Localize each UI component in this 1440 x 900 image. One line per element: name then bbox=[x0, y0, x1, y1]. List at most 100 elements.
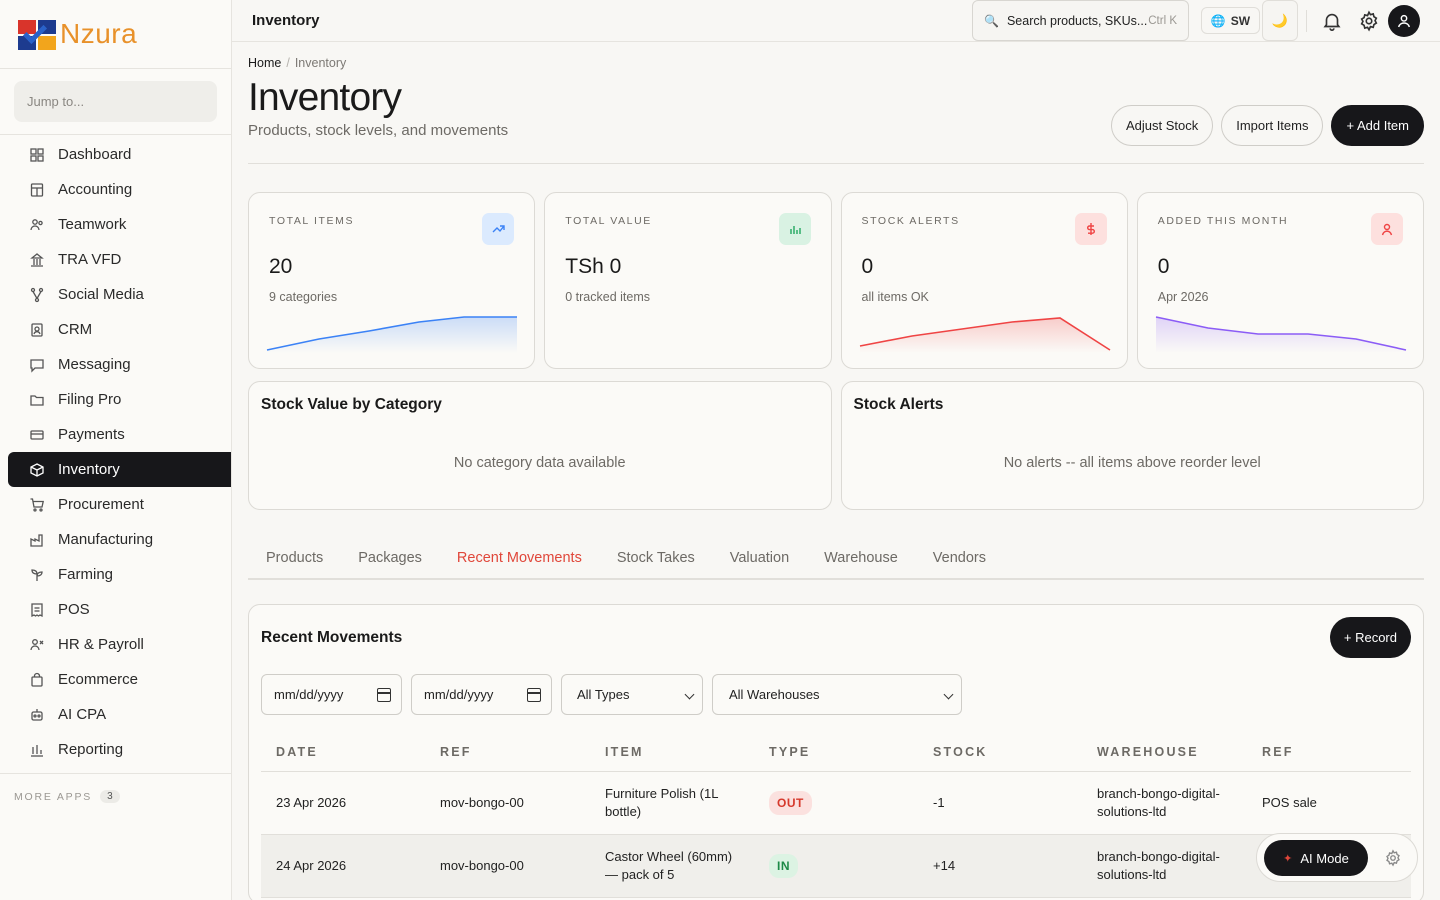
search-placeholder: Search products, SKUs... bbox=[1006, 13, 1148, 28]
warehouse-select-value: All Warehouses bbox=[729, 687, 820, 702]
message-icon bbox=[30, 358, 44, 373]
logo[interactable]: Nzura bbox=[0, 0, 231, 69]
cart-icon bbox=[30, 497, 45, 512]
sidebar-item-label: Social Media bbox=[58, 286, 144, 303]
sidebar-item-manufacturing[interactable]: Manufacturing bbox=[8, 522, 231, 557]
search-icon: 🔍 bbox=[984, 13, 999, 28]
sidebar-item-label: AI CPA bbox=[58, 706, 107, 723]
language-button[interactable]: 🌐 SW bbox=[1201, 7, 1260, 34]
alerts-panel-title: Stock Alerts bbox=[853, 396, 944, 413]
stat-card: STOCK ALERTS 0 all items OK bbox=[840, 192, 1128, 369]
tab-products[interactable]: Products bbox=[266, 550, 324, 566]
gear-icon[interactable] bbox=[1384, 849, 1402, 867]
sidebar-item-label: Reporting bbox=[58, 741, 124, 758]
stat-icon-box bbox=[778, 213, 811, 245]
tab-vendors[interactable]: Vendors bbox=[932, 550, 986, 566]
date-to-input[interactable]: mm/dd/yyyy bbox=[411, 674, 552, 715]
add-item-button[interactable]: + Add Item bbox=[1331, 105, 1424, 146]
sidebar-item-ecommerce[interactable]: Ecommerce bbox=[8, 662, 231, 697]
tab-packages[interactable]: Packages bbox=[358, 550, 422, 566]
sidebar-item-pos[interactable]: POS bbox=[8, 592, 231, 627]
type-select-value: All Types bbox=[577, 687, 630, 702]
sidebar-item-tra-vfd[interactable]: TRA VFD bbox=[8, 242, 231, 277]
tab-warehouse[interactable]: Warehouse bbox=[824, 550, 898, 566]
table-row[interactable]: 24 Apr 2026 mov-bongo-00 Castor Wheel (60m… bbox=[261, 834, 1411, 898]
sparkle-icon: ✦ bbox=[1283, 852, 1293, 865]
sidebar-item-filing-pro[interactable]: Filing Pro bbox=[8, 382, 231, 417]
bar-chart-icon bbox=[31, 744, 43, 757]
jump-to-input[interactable]: Jump to... bbox=[14, 81, 217, 122]
divider bbox=[248, 163, 1424, 164]
more-apps-label: MORE APPS bbox=[14, 790, 93, 803]
bell-icon[interactable] bbox=[1321, 10, 1343, 32]
import-items-button[interactable]: Import Items bbox=[1221, 105, 1324, 146]
sidebar-item-procurement[interactable]: Procurement bbox=[8, 487, 231, 522]
sidebar-item-reporting[interactable]: Reporting bbox=[8, 732, 231, 767]
tab-stock-takes[interactable]: Stock Takes bbox=[616, 550, 695, 566]
stat-value: 0 bbox=[861, 255, 874, 278]
sidebar-item-teamwork[interactable]: Teamwork bbox=[8, 207, 231, 242]
sidebar-item-label: Messaging bbox=[58, 356, 131, 373]
sidebar-item-label: POS bbox=[58, 601, 90, 618]
sidebar-item-label: Inventory bbox=[58, 461, 120, 478]
cell-type: OUT bbox=[754, 771, 918, 835]
sidebar-item-crm[interactable]: CRM bbox=[8, 312, 231, 347]
more-apps[interactable]: MORE APPS 3 bbox=[0, 773, 231, 819]
share-icon bbox=[30, 287, 44, 302]
box-icon bbox=[30, 462, 44, 477]
sidebar-item-label: Farming bbox=[58, 566, 114, 583]
tab-recent-movements[interactable]: Recent Movements bbox=[456, 550, 582, 566]
user-icon bbox=[1381, 223, 1393, 236]
tab-valuation[interactable]: Valuation bbox=[729, 550, 790, 566]
breadcrumb-home[interactable]: Home bbox=[248, 56, 282, 70]
sparkline bbox=[1155, 316, 1406, 353]
sidebar-item-farming[interactable]: Farming bbox=[8, 557, 231, 592]
sidebar-item-dashboard[interactable]: Dashboard bbox=[8, 137, 231, 172]
movements-title: Recent Movements bbox=[261, 629, 403, 646]
sidebar-item-label: Dashboard bbox=[58, 146, 132, 163]
page-title: Inventory bbox=[248, 76, 402, 119]
search-shortcut: Ctrl K bbox=[1148, 14, 1177, 27]
ai-mode-button[interactable]: ✦ AI Mode bbox=[1264, 840, 1368, 876]
stat-label: ADDED THIS MONTH bbox=[1157, 215, 1289, 227]
date-from-input[interactable]: mm/dd/yyyy bbox=[261, 674, 402, 715]
sidebar-item-payments[interactable]: Payments bbox=[8, 417, 231, 452]
stat-icon-box bbox=[1371, 213, 1403, 245]
stat-card: ADDED THIS MONTH 0 Apr 2026 bbox=[1136, 192, 1424, 369]
adjust-stock-button[interactable]: Adjust Stock bbox=[1110, 105, 1214, 146]
sidebar-item-messaging[interactable]: Messaging bbox=[8, 347, 231, 382]
cell-ref: mov-bongo-00 bbox=[425, 834, 590, 898]
cell-ref: mov-bongo-00 bbox=[425, 771, 590, 835]
sidebar-item-label: TRA VFD bbox=[58, 251, 122, 268]
gear-icon[interactable] bbox=[1358, 10, 1380, 32]
date-to-value: mm/dd/yyyy bbox=[424, 687, 494, 702]
stat-value: 0 bbox=[1157, 255, 1170, 278]
main-content: Home / Inventory Inventory Products, stock… bbox=[248, 42, 1424, 900]
contact-icon bbox=[31, 322, 43, 337]
type-select[interactable]: All Types bbox=[561, 674, 703, 715]
tab-bar: Products Packages Recent Movements Stock Ta… bbox=[248, 540, 1424, 580]
sidebar-item-ai-cpa[interactable]: AI CPA bbox=[8, 697, 231, 732]
sparkline bbox=[859, 317, 1110, 353]
sidebar-item-label: Ecommerce bbox=[58, 671, 139, 688]
sidebar-item-label: Filing Pro bbox=[58, 391, 122, 408]
theme-toggle-button[interactable]: 🌙 bbox=[1262, 0, 1298, 41]
warehouse-select[interactable]: All Warehouses bbox=[712, 674, 962, 715]
sidebar-item-hr-payroll[interactable]: HR & Payroll bbox=[8, 627, 231, 662]
avatar[interactable] bbox=[1388, 5, 1420, 37]
sidebar-item-inventory[interactable]: Inventory bbox=[8, 452, 231, 487]
sidebar-item-accounting[interactable]: Accounting bbox=[8, 172, 231, 207]
search-input[interactable]: 🔍 Search products, SKUs... Ctrl K bbox=[972, 0, 1189, 41]
calendar-icon bbox=[377, 688, 391, 702]
cell-date: 23 Apr 2026 bbox=[261, 771, 425, 835]
folder-icon bbox=[30, 394, 44, 406]
table-row[interactable]: 23 Apr 2026 mov-bongo-00 Furniture Polish … bbox=[261, 771, 1411, 835]
stat-label: TOTAL ITEMS bbox=[269, 215, 355, 227]
breadcrumb-current: Inventory bbox=[294, 56, 347, 70]
record-button[interactable]: + Record bbox=[1329, 617, 1411, 658]
sidebar-item-social-media[interactable]: Social Media bbox=[8, 277, 231, 312]
sidebar-item-label: CRM bbox=[58, 321, 93, 338]
column-header: REF bbox=[1247, 733, 1411, 772]
breadcrumb: Home / Inventory bbox=[248, 56, 347, 70]
stat-card: TOTAL VALUE TSh 0 0 tracked items bbox=[544, 192, 832, 369]
